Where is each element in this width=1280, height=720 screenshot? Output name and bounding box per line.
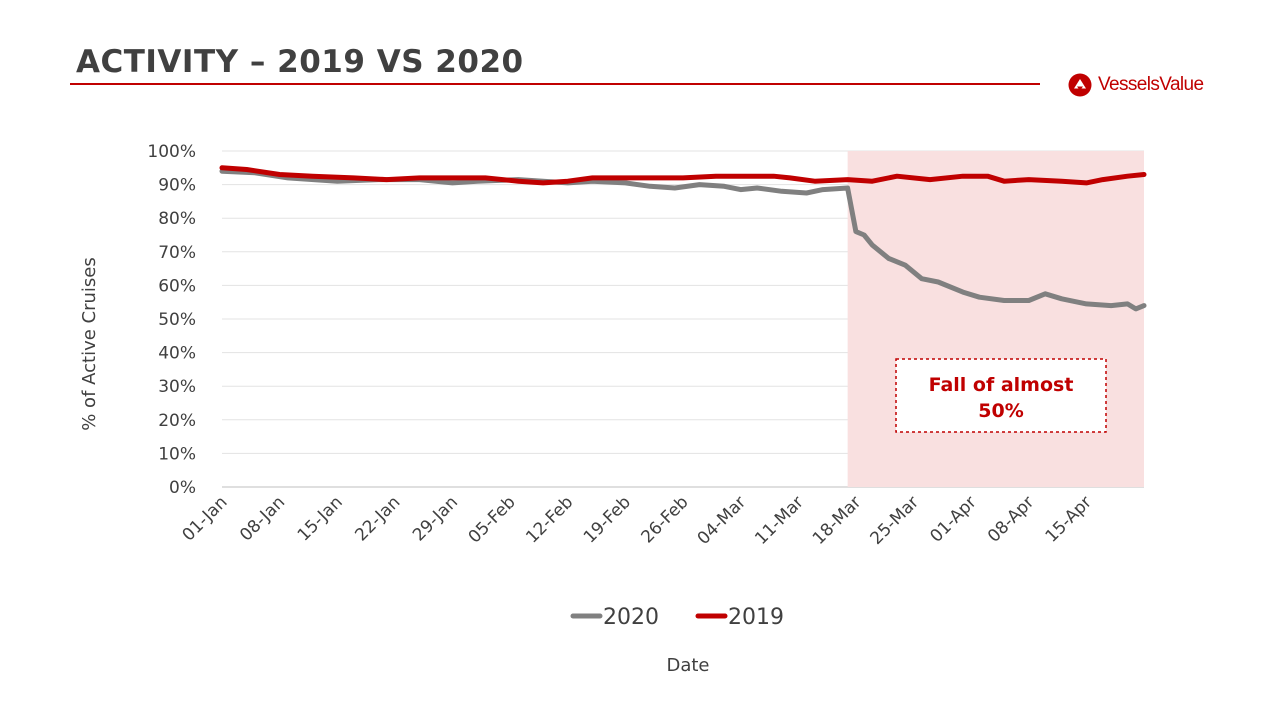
series-line-2019 (219, 165, 1147, 186)
x-tick-label: 25-Mar (867, 492, 923, 548)
legend-label: 2020 (603, 605, 659, 630)
annotation-frame (895, 358, 1107, 433)
x-tick-label: 11-Mar (751, 492, 807, 548)
x-axis-ticks: 01-Jan 08-Jan 15-Jan 22-Jan 29-Jan 05-Feb 12-F… (179, 492, 1096, 548)
y-tick-label: 10% (158, 444, 196, 464)
series-lines (219, 165, 1147, 312)
x-tick-label: 15-Apr (1042, 492, 1096, 546)
title-underline (70, 83, 1040, 85)
y-tick-label: 0% (169, 478, 196, 498)
x-tick-label: 29-Jan (409, 492, 462, 545)
annotation-box: Fall of almost 50% (895, 358, 1107, 433)
x-tick-label: 12-Feb (522, 492, 577, 547)
y-tick-label: 90% (158, 176, 196, 196)
x-axis-title: Date (666, 655, 709, 676)
x-tick-label: 01-Jan (179, 492, 232, 545)
x-tick-label: 19-Feb (580, 492, 635, 547)
y-tick-label: 50% (158, 310, 196, 330)
x-tick-label: 01-Apr (926, 492, 980, 546)
annotation-text: Fall of almost (929, 374, 1074, 396)
x-tick-label: 18-Mar (809, 492, 865, 548)
legend: 2020 2019 (570, 605, 784, 630)
y-tick-label: 30% (158, 377, 196, 397)
logo-text: VesselsValue (1098, 74, 1204, 95)
slide-title: ACTIVITY – 2019 VS 2020 (76, 44, 524, 80)
y-tick-label: 20% (158, 411, 196, 431)
x-tick-label: 26-Feb (637, 492, 692, 547)
y-tick-label: 60% (158, 276, 196, 296)
y-tick-label: 70% (158, 243, 196, 263)
y-axis-ticks: 0% 10% 20% 30% 40% 50% 60% 70% 80% 90% 100% (147, 142, 196, 498)
y-tick-label: 40% (158, 344, 196, 364)
y-tick-label: 80% (158, 209, 196, 229)
x-tick-label: 04-Mar (694, 492, 750, 548)
x-tick-label: 05-Feb (465, 492, 520, 547)
vesselsvalue-logo: VesselsValue (1068, 70, 1204, 100)
x-tick-label: 22-Jan (351, 492, 404, 545)
vesselsvalue-logo-icon (1068, 73, 1092, 97)
y-axis-title: % of Active Cruises (79, 257, 100, 431)
x-tick-label: 08-Apr (984, 492, 1038, 546)
y-tick-label: 100% (147, 142, 196, 162)
highlight-region (847, 151, 1144, 487)
x-tick-label: 15-Jan (294, 492, 347, 545)
legend-label: 2019 (728, 605, 784, 630)
annotation-text: 50% (978, 400, 1023, 422)
series-line-2020 (219, 168, 1147, 312)
x-tick-label: 08-Jan (236, 492, 289, 545)
